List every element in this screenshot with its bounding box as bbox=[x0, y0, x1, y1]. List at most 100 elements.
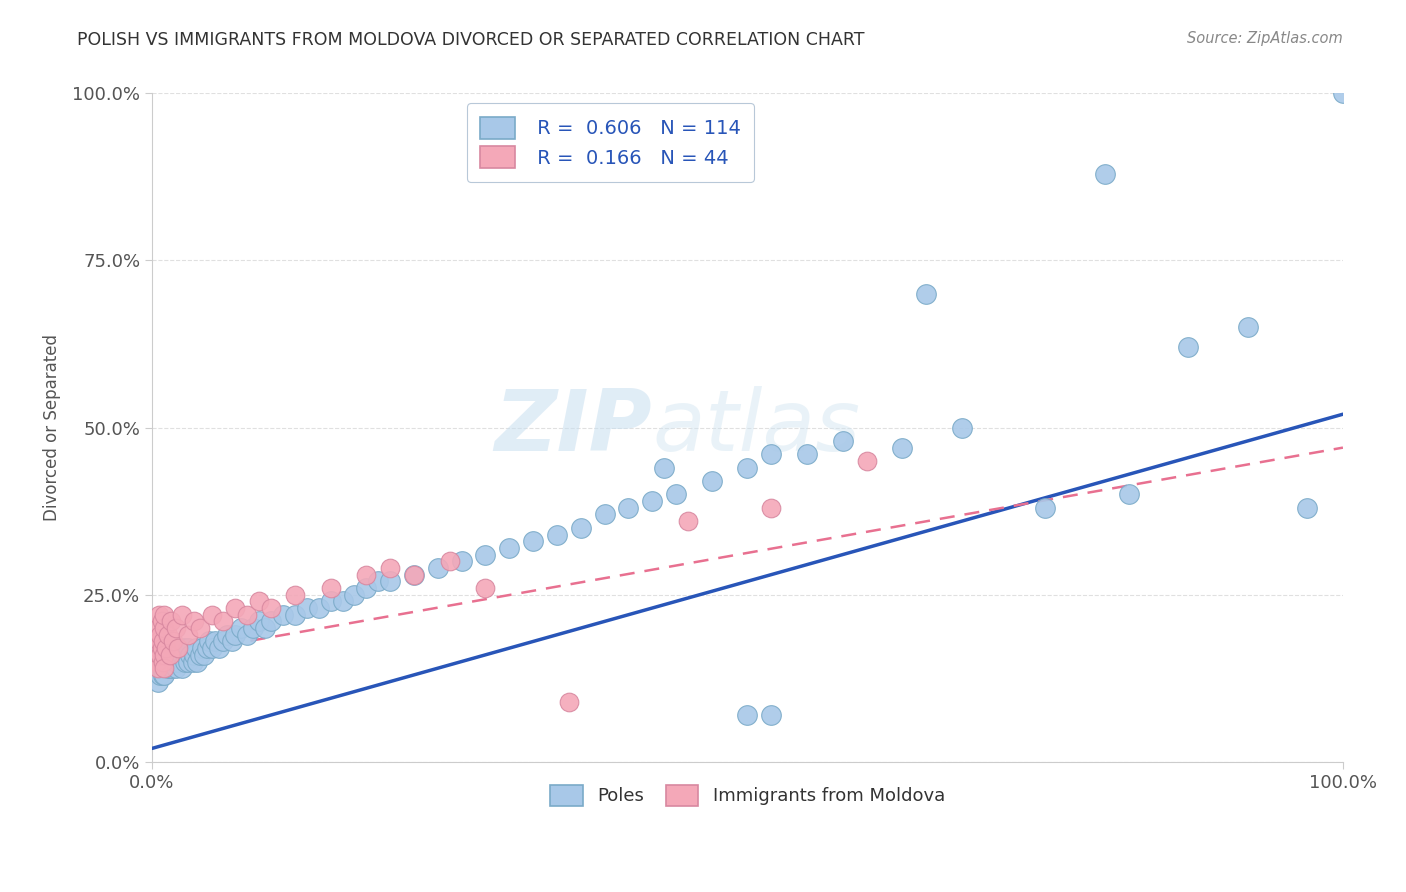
Point bbox=[450, 554, 472, 568]
Point bbox=[356, 581, 378, 595]
Point bbox=[474, 548, 496, 562]
Point bbox=[170, 607, 193, 622]
Point bbox=[157, 655, 180, 669]
Point bbox=[308, 601, 330, 615]
Point bbox=[148, 607, 170, 622]
Point bbox=[522, 534, 544, 549]
Point bbox=[260, 601, 283, 615]
Point bbox=[761, 500, 783, 515]
Point bbox=[641, 494, 664, 508]
Point bbox=[665, 487, 688, 501]
Point bbox=[153, 621, 176, 635]
Point bbox=[162, 648, 184, 662]
Point bbox=[1331, 87, 1354, 101]
Point bbox=[474, 581, 496, 595]
Point bbox=[162, 641, 184, 656]
Point bbox=[153, 661, 176, 675]
Point bbox=[149, 668, 172, 682]
Point bbox=[950, 420, 973, 434]
Point bbox=[236, 607, 259, 622]
Point bbox=[165, 655, 187, 669]
Point bbox=[855, 454, 877, 468]
Point bbox=[260, 615, 283, 629]
Point bbox=[184, 641, 207, 656]
Point bbox=[155, 648, 177, 662]
Point bbox=[247, 615, 270, 629]
Point bbox=[155, 655, 177, 669]
Point bbox=[558, 695, 581, 709]
Point bbox=[343, 588, 366, 602]
Point bbox=[181, 655, 204, 669]
Point bbox=[156, 648, 179, 662]
Point bbox=[796, 447, 818, 461]
Point bbox=[153, 607, 176, 622]
Point bbox=[149, 648, 172, 662]
Text: Source: ZipAtlas.com: Source: ZipAtlas.com bbox=[1187, 31, 1343, 46]
Point bbox=[163, 655, 186, 669]
Point bbox=[380, 561, 402, 575]
Point bbox=[149, 628, 172, 642]
Point bbox=[1118, 487, 1140, 501]
Point bbox=[173, 641, 195, 656]
Point bbox=[332, 594, 354, 608]
Point bbox=[159, 648, 181, 662]
Point bbox=[1177, 340, 1199, 354]
Point bbox=[439, 554, 461, 568]
Point bbox=[179, 648, 201, 662]
Point bbox=[208, 641, 231, 656]
Point bbox=[146, 648, 169, 662]
Point bbox=[159, 655, 181, 669]
Point bbox=[242, 621, 264, 635]
Point bbox=[195, 641, 218, 656]
Point bbox=[198, 634, 221, 648]
Point bbox=[156, 661, 179, 675]
Text: ZIP: ZIP bbox=[495, 386, 652, 469]
Point bbox=[193, 648, 215, 662]
Point bbox=[295, 601, 318, 615]
Point bbox=[402, 567, 425, 582]
Point bbox=[569, 521, 592, 535]
Point bbox=[152, 668, 174, 682]
Point bbox=[165, 661, 187, 675]
Point bbox=[165, 641, 187, 656]
Point bbox=[153, 655, 176, 669]
Point bbox=[165, 648, 187, 662]
Point bbox=[1033, 500, 1056, 515]
Legend: Poles, Immigrants from Moldova: Poles, Immigrants from Moldova bbox=[543, 778, 952, 813]
Point bbox=[319, 581, 342, 595]
Point bbox=[159, 661, 181, 675]
Point bbox=[177, 655, 200, 669]
Point bbox=[169, 655, 191, 669]
Point bbox=[157, 641, 180, 656]
Y-axis label: Divorced or Separated: Divorced or Separated bbox=[44, 334, 60, 521]
Point bbox=[188, 648, 211, 662]
Point bbox=[146, 674, 169, 689]
Point bbox=[149, 655, 172, 669]
Point bbox=[162, 634, 184, 648]
Point bbox=[761, 708, 783, 723]
Point bbox=[167, 648, 190, 662]
Point bbox=[319, 594, 342, 608]
Point bbox=[221, 634, 243, 648]
Point bbox=[162, 661, 184, 675]
Point bbox=[236, 628, 259, 642]
Point bbox=[177, 628, 200, 642]
Point bbox=[153, 648, 176, 662]
Point bbox=[284, 607, 307, 622]
Point bbox=[150, 661, 173, 675]
Point bbox=[546, 527, 568, 541]
Point bbox=[204, 634, 226, 648]
Point bbox=[188, 621, 211, 635]
Point bbox=[498, 541, 520, 555]
Point bbox=[183, 648, 205, 662]
Point bbox=[170, 648, 193, 662]
Point bbox=[174, 655, 197, 669]
Point bbox=[153, 668, 176, 682]
Point bbox=[254, 621, 277, 635]
Point bbox=[1236, 320, 1258, 334]
Point bbox=[167, 641, 190, 656]
Point bbox=[150, 615, 173, 629]
Text: atlas: atlas bbox=[652, 386, 860, 469]
Point bbox=[212, 634, 235, 648]
Point bbox=[148, 634, 170, 648]
